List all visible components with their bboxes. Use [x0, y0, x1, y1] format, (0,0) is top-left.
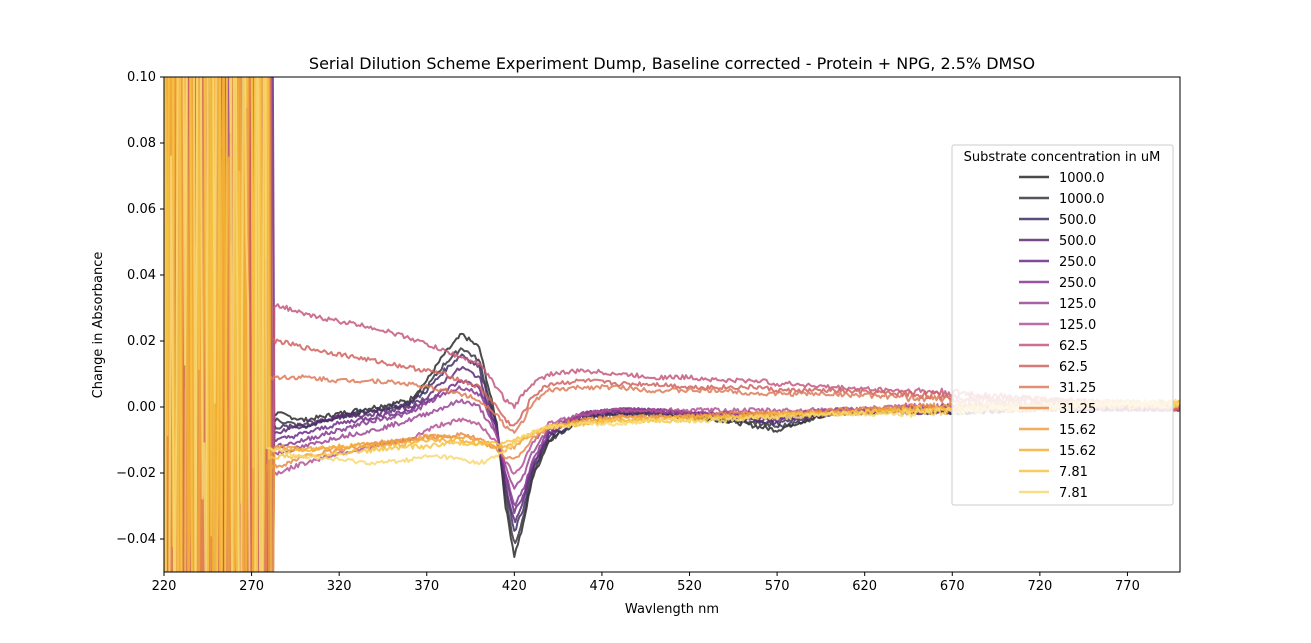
- legend-title: Substrate concentration in uM: [964, 150, 1161, 165]
- legend-entry-label: 1000.0: [1059, 171, 1105, 186]
- legend-entry-label: 31.25: [1059, 381, 1096, 396]
- x-tick-label: 670: [940, 579, 965, 594]
- legend-entry-label: 500.0: [1059, 234, 1096, 249]
- legend-entry-label: 250.0: [1059, 276, 1096, 291]
- legend-entry-label: 500.0: [1059, 213, 1096, 228]
- x-axis: 220 270 320 370 420 470 520 570 620 670 720 770: [152, 572, 1140, 594]
- y-tick-label: 0.00: [127, 400, 156, 415]
- x-tick-label: 520: [677, 579, 702, 594]
- y-tick-label: 0.06: [127, 202, 156, 217]
- legend-entry-label: 7.81: [1059, 486, 1088, 501]
- legend: Substrate concentration in uM 1000.0 1000…: [951, 144, 1174, 506]
- legend-entry-label: 62.5: [1059, 339, 1088, 354]
- chart-title: Serial Dilution Scheme Experiment Dump, …: [309, 54, 1035, 73]
- x-tick-label: 570: [765, 579, 790, 594]
- x-tick-label: 470: [590, 579, 615, 594]
- x-tick-label: 270: [239, 579, 264, 594]
- y-tick-label: 0.02: [127, 334, 156, 349]
- x-tick-label: 420: [502, 579, 527, 594]
- x-tick-label: 720: [1027, 579, 1052, 594]
- y-tick-label: 0.10: [127, 70, 156, 85]
- y-tick-label: −0.04: [116, 532, 156, 547]
- legend-entry-label: 1000.0: [1059, 192, 1105, 207]
- legend-entry-label: 31.25: [1059, 402, 1096, 417]
- y-tick-label: −0.02: [116, 466, 156, 481]
- x-tick-label: 770: [1115, 579, 1140, 594]
- legend-entry-label: 125.0: [1059, 297, 1096, 312]
- x-tick-label: 220: [152, 579, 177, 594]
- y-axis: −0.04 −0.02 0.00 0.02 0.04 0.06 0.08 0.10: [116, 70, 164, 547]
- y-tick-label: 0.04: [127, 268, 156, 283]
- legend-entry-label: 62.5: [1059, 360, 1088, 375]
- legend-entry-label: 125.0: [1059, 318, 1096, 333]
- legend-entry-label: 7.81: [1059, 465, 1088, 480]
- legend-entry-label: 15.62: [1059, 444, 1096, 459]
- x-tick-label: 320: [327, 579, 352, 594]
- legend-entry-label: 15.62: [1059, 423, 1096, 438]
- plot-frame: [163, 76, 1181, 573]
- x-tick-label: 370: [414, 579, 439, 594]
- x-tick-label: 620: [852, 579, 877, 594]
- y-tick-label: 0.08: [127, 136, 156, 151]
- x-axis-label: Wavlength nm: [625, 602, 719, 617]
- legend-entry-label: 250.0: [1059, 255, 1096, 270]
- y-axis-label: Change in Absorbance: [91, 252, 106, 399]
- legend-box: [951, 144, 1174, 506]
